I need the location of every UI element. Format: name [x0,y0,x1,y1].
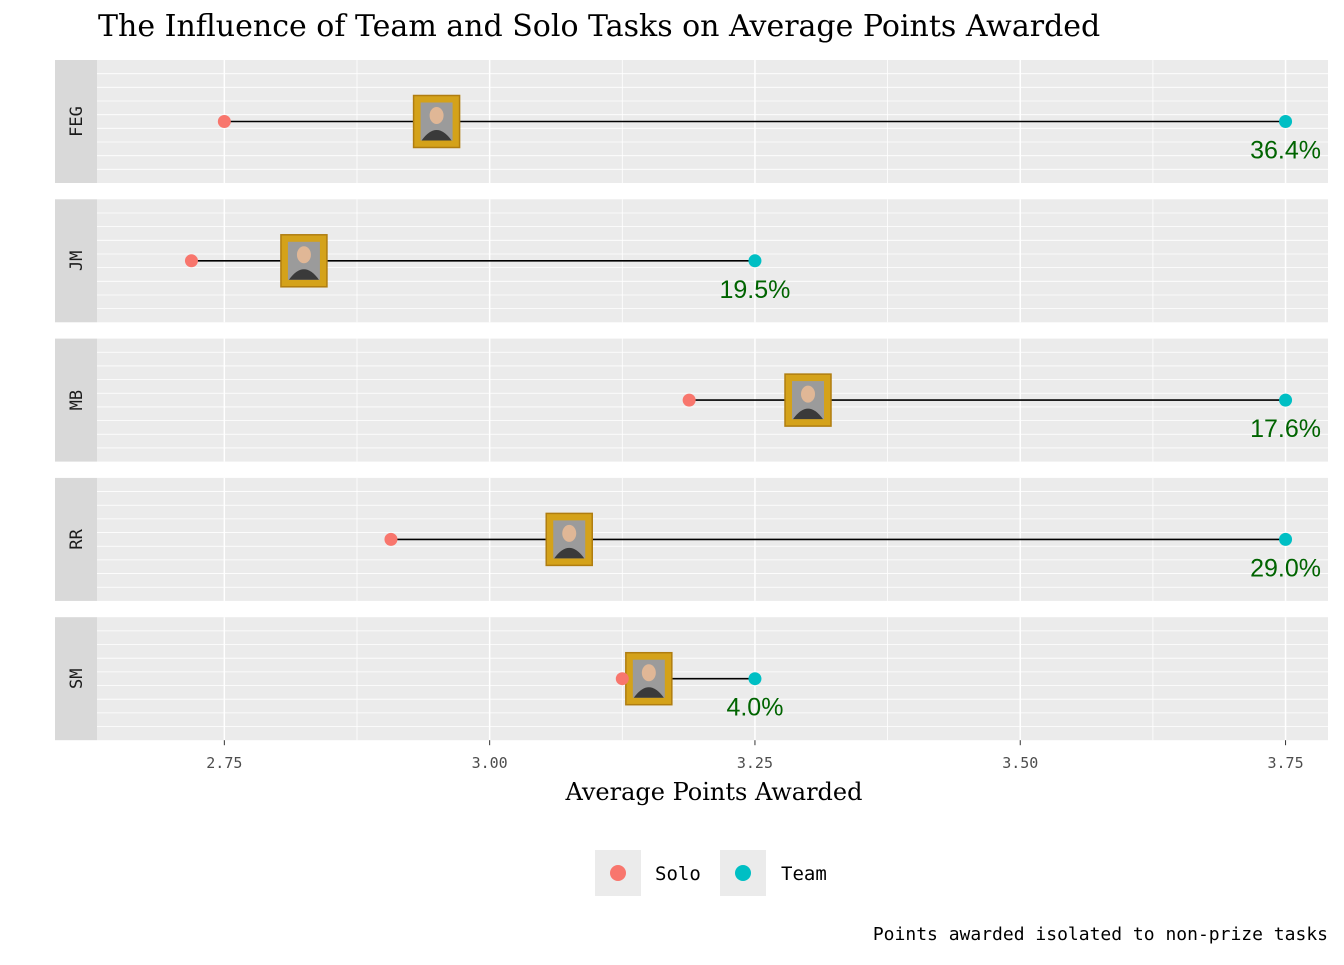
facet-label: MB [67,390,87,410]
portrait-face [429,107,444,124]
x-tick-label: 3.00 [472,754,508,772]
team-point [1279,115,1293,128]
facet-strip [55,60,97,183]
facet-strip [55,477,97,601]
panel-jm: JM 19.5% [55,199,1328,323]
solo-point [217,115,231,128]
percent-label: 17.6% [1250,415,1321,443]
x-tick-label: 3.50 [1002,754,1038,772]
percent-label: 29.0% [1250,554,1321,582]
legend-key-point [610,865,626,881]
portrait-body [633,687,664,698]
portrait-frame [545,512,593,567]
portrait-frame [412,94,461,149]
percent-label: 19.5% [720,276,791,304]
portrait-face [801,385,816,403]
legend-item-team: Team [720,850,827,896]
x-tick-label: 3.25 [737,754,773,772]
solo-point [384,532,398,546]
panels-layer: FEG 36.4% JM 19.5% MB 17.6% RR 29.0% SM 4.0% [55,60,1328,741]
portrait-body [288,269,319,280]
team-point [748,254,762,268]
x-axis: 2.75 3.00 3.25 3.50 3.75 [206,740,1304,772]
portrait-frame [625,651,673,706]
panel-mb: MB 17.6% [55,338,1328,462]
percent-label: 36.4% [1250,137,1321,165]
panel-feg: FEG 36.4% [55,60,1328,183]
legend-item-solo: Solo [595,850,701,896]
panel-sm: SM 4.0% [55,617,1328,741]
team-point [1279,532,1293,546]
solo-point [615,672,629,686]
solo-point [682,393,696,407]
facet-label: SM [67,668,87,688]
portrait-body [421,130,452,141]
solo-point [184,254,198,268]
x-axis-label: Average Points Awarded [565,778,863,806]
legend-label: Team [781,863,827,885]
facet-strip [55,338,97,462]
facet-label: RR [67,528,87,549]
x-tick-label: 2.75 [206,754,242,772]
team-point [1279,393,1293,407]
portrait-face [562,524,577,542]
legend-label: Solo [655,863,701,885]
panel-rr: RR 29.0% [55,477,1328,601]
portrait-frame [280,234,328,288]
facet-strip [55,199,97,323]
portrait-face [296,246,311,264]
facet-label: JM [67,251,87,271]
portrait-frame [784,373,832,427]
team-point [748,672,762,686]
caption: Points awarded isolated to non-prize tas… [873,924,1328,945]
percent-label: 4.0% [726,694,783,722]
chart-title: The Influence of Team and Solo Tasks on … [98,9,1100,44]
facet-label: FEG [67,106,87,137]
facet-strip [55,617,97,741]
x-tick-label: 3.75 [1267,754,1303,772]
portrait-body [793,408,824,420]
legend-key-point [735,865,751,881]
portrait-body [554,547,585,559]
portrait-face [641,664,656,682]
legend: Solo Team [595,850,827,896]
